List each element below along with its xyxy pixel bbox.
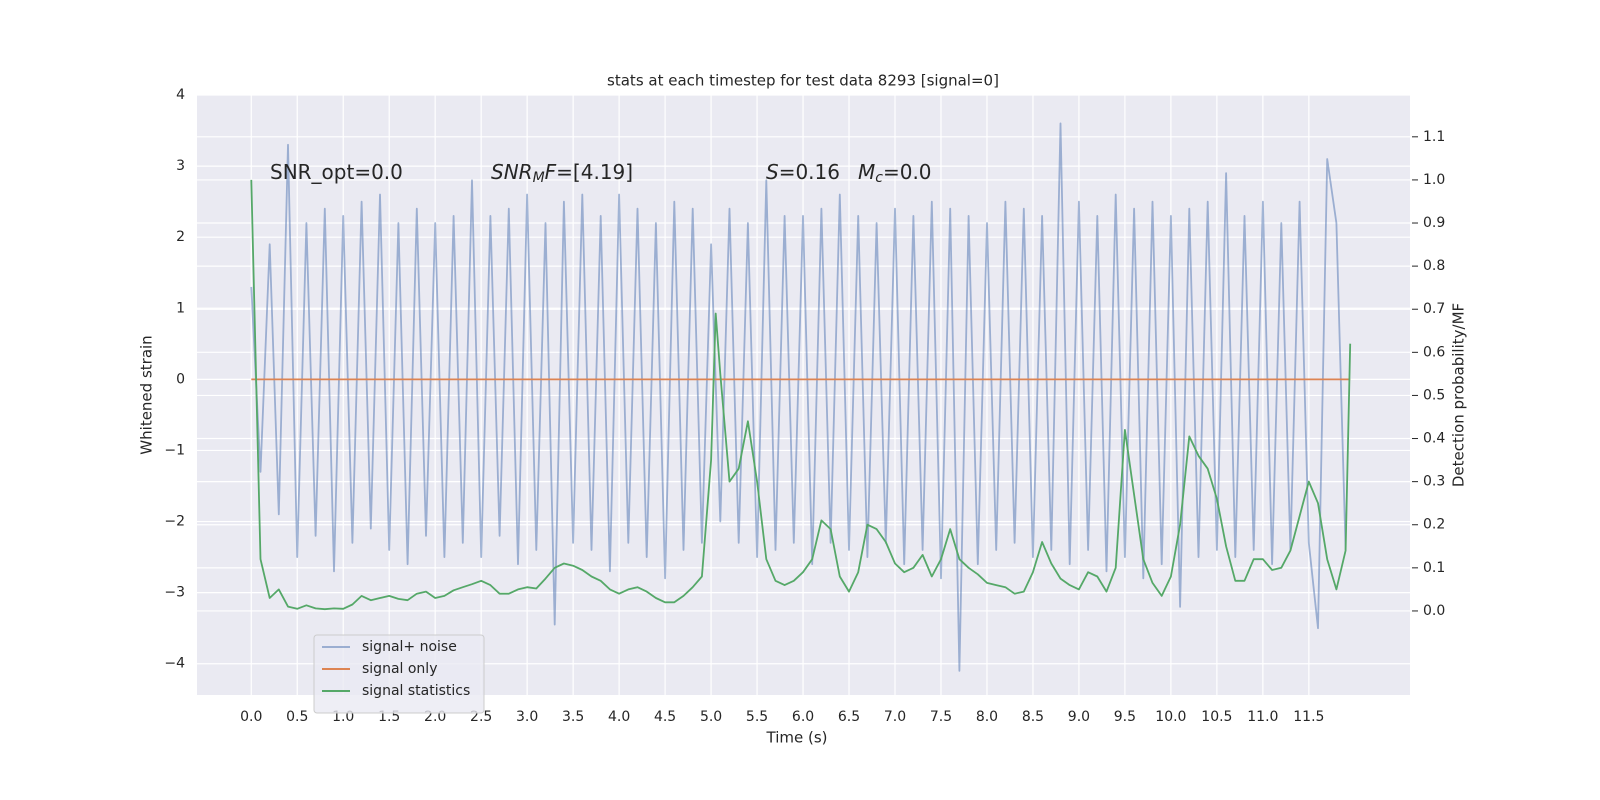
x-tick-label: 6.5 bbox=[838, 709, 860, 725]
annotation: SNRMF=[4.19] bbox=[491, 160, 633, 187]
x-axis-label: Time (s) bbox=[766, 729, 828, 747]
annotation-part: M bbox=[533, 170, 545, 186]
x-tick-label: 3.5 bbox=[562, 709, 584, 725]
annotation-part: M bbox=[858, 160, 875, 184]
y2-tick-label: 1.1 bbox=[1423, 129, 1445, 145]
annotation-part: c bbox=[875, 170, 883, 186]
y-tick-label: 1 bbox=[176, 300, 185, 316]
legend-box bbox=[313, 634, 485, 714]
x-tick-label: 8.0 bbox=[976, 709, 998, 725]
x-tick-label: 7.0 bbox=[884, 709, 906, 725]
y2-tick-label: 0.0 bbox=[1423, 603, 1445, 619]
y-tick-label: 4 bbox=[176, 87, 185, 103]
y-tick-label: 3 bbox=[176, 158, 185, 174]
y2-tick-label: 0.8 bbox=[1423, 258, 1445, 274]
y-tick-label: 2 bbox=[176, 229, 185, 245]
annotation-part: =[4.19] bbox=[556, 160, 633, 184]
x-tick-label: 4.5 bbox=[654, 709, 676, 725]
y2-tick-label: 0.5 bbox=[1423, 387, 1445, 403]
y2-tick-label: 0.3 bbox=[1423, 474, 1445, 490]
y-tick-label: 0 bbox=[176, 371, 185, 387]
y2-axis-label: Detection probability/MF bbox=[1450, 303, 1468, 487]
y-axis-label: Whitened strain bbox=[138, 335, 156, 454]
x-tick-label: 8.5 bbox=[1022, 709, 1044, 725]
x-tick-label: 0.0 bbox=[240, 709, 262, 725]
x-tick-label: 11.5 bbox=[1293, 709, 1324, 725]
annotation-part: F bbox=[545, 160, 557, 184]
annotation-part: SNR_opt=0.0 bbox=[270, 160, 403, 184]
x-tick-label: 9.0 bbox=[1068, 709, 1090, 725]
y2-tick-label: 0.2 bbox=[1423, 517, 1445, 533]
x-tick-label: 3.0 bbox=[516, 709, 538, 725]
y2-tick-label: 1.0 bbox=[1423, 172, 1445, 188]
y2-tick-label: 0.4 bbox=[1423, 431, 1445, 447]
annotation-part: =0.0 bbox=[883, 160, 932, 184]
x-tick-label: 11.0 bbox=[1247, 709, 1278, 725]
y-tick-label: −1 bbox=[164, 442, 185, 458]
x-tick-label: 10.5 bbox=[1201, 709, 1232, 725]
annotation: SNR_opt=0.0 bbox=[270, 160, 403, 184]
annotation-part: =0.16 bbox=[779, 160, 840, 184]
x-tick-label: 4.0 bbox=[608, 709, 630, 725]
annotation-part: SNR bbox=[491, 160, 533, 184]
annotation: Mc=0.0 bbox=[858, 160, 932, 187]
chart-title: stats at each timestep for test data 829… bbox=[607, 72, 999, 90]
y2-tick-label: 0.9 bbox=[1423, 215, 1445, 231]
legend-label: signal statistics bbox=[362, 683, 470, 699]
y2-tick-label: 0.6 bbox=[1423, 344, 1445, 360]
y-tick-label: −2 bbox=[164, 514, 185, 530]
y-tick-label: −3 bbox=[164, 585, 185, 601]
x-tick-label: 5.0 bbox=[700, 709, 722, 725]
y2-tick-label: 0.1 bbox=[1423, 560, 1445, 576]
x-tick-label: 5.5 bbox=[746, 709, 768, 725]
legend-label: signal+ noise bbox=[362, 639, 457, 655]
annotation: S=0.16 bbox=[766, 160, 840, 184]
x-tick-label: 0.5 bbox=[286, 709, 308, 725]
x-tick-label: 9.5 bbox=[1114, 709, 1136, 725]
x-tick-label: 10.0 bbox=[1155, 709, 1186, 725]
x-tick-label: 6.0 bbox=[792, 709, 814, 725]
x-tick-label: 7.5 bbox=[930, 709, 952, 725]
series-line bbox=[250, 179, 1352, 611]
y2-tick-label: 0.7 bbox=[1423, 301, 1445, 317]
y-tick-label: −4 bbox=[164, 656, 185, 672]
annotation-part: S bbox=[766, 160, 779, 184]
legend-label: signal only bbox=[362, 661, 437, 677]
